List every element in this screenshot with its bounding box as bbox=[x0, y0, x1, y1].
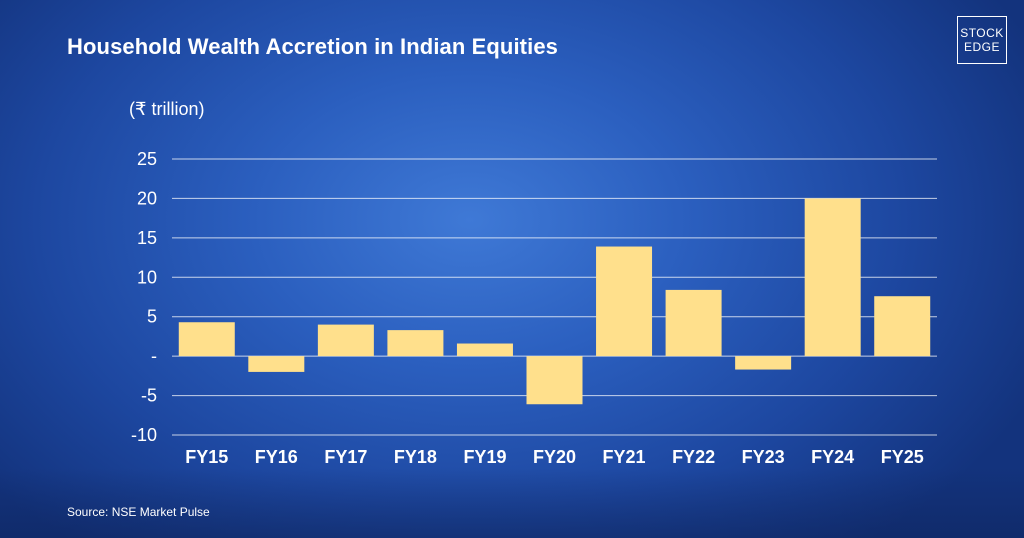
x-tick-label: FY18 bbox=[394, 447, 437, 467]
x-tick-label: FY25 bbox=[881, 447, 924, 467]
bar-fy17 bbox=[317, 324, 374, 357]
source-note: Source: NSE Market Pulse bbox=[67, 505, 210, 519]
footer-band bbox=[0, 468, 1024, 538]
y-axis-unit-label: (₹ trillion) bbox=[129, 99, 205, 119]
chart-title: Household Wealth Accretion in Indian Equ… bbox=[67, 34, 558, 59]
x-axis-ticks: FY15 FY16 FY17 FY18 FY19 FY20 FY21 FY22 FY23 FY24… bbox=[185, 447, 923, 467]
bar-fy22 bbox=[665, 289, 722, 357]
bar-fy21 bbox=[596, 246, 653, 357]
y-tick-label: -5 bbox=[141, 386, 157, 406]
logo-line-1: STOCK bbox=[960, 26, 1004, 40]
bar-fy23 bbox=[735, 356, 792, 370]
bar-fy24 bbox=[804, 198, 861, 357]
bar-fy18 bbox=[387, 330, 444, 357]
bar-fy19 bbox=[456, 343, 513, 357]
bar-fy15 bbox=[178, 322, 235, 357]
x-tick-label: FY15 bbox=[185, 447, 228, 467]
y-tick-label: 5 bbox=[147, 307, 157, 327]
x-tick-label: FY16 bbox=[255, 447, 298, 467]
x-tick-label: FY17 bbox=[324, 447, 367, 467]
y-tick-label: 25 bbox=[137, 149, 157, 169]
logo-line-2: EDGE bbox=[963, 40, 1000, 54]
y-tick-label: 15 bbox=[137, 228, 157, 248]
x-tick-label: FY24 bbox=[811, 447, 854, 467]
x-tick-label: FY23 bbox=[742, 447, 785, 467]
bar-fy20 bbox=[526, 356, 583, 405]
y-tick-label: - bbox=[151, 346, 157, 366]
y-tick-label: 10 bbox=[137, 267, 157, 287]
bar-fy25 bbox=[874, 296, 931, 357]
stockedge-logo: STOCK EDGE bbox=[957, 16, 1007, 64]
bars bbox=[178, 198, 931, 405]
x-tick-label: FY20 bbox=[533, 447, 576, 467]
x-tick-label: FY19 bbox=[463, 447, 506, 467]
bar-fy16 bbox=[248, 356, 305, 372]
y-axis-ticks: 25 20 15 10 5 - -5 -10 bbox=[131, 149, 157, 445]
x-tick-label: FY21 bbox=[603, 447, 646, 467]
y-tick-label: -10 bbox=[131, 425, 157, 445]
y-tick-label: 20 bbox=[137, 188, 157, 208]
x-tick-label: FY22 bbox=[672, 447, 715, 467]
